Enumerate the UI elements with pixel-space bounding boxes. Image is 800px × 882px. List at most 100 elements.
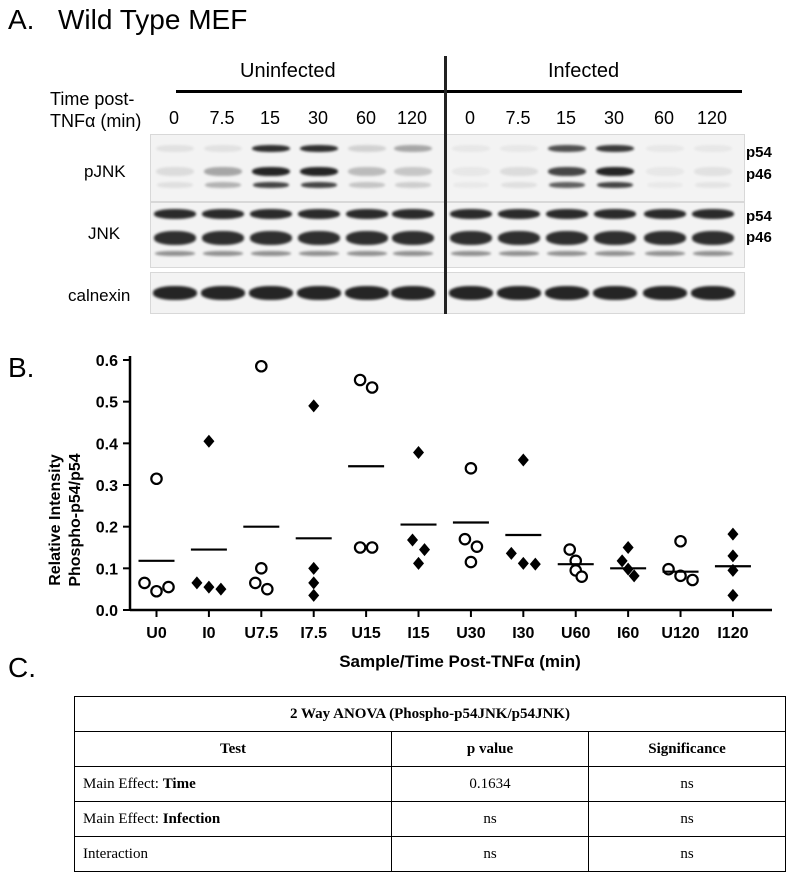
data-point-diamond [413,446,425,459]
blot-band [252,167,290,176]
data-point-circle [353,373,367,387]
blot-band [593,286,637,300]
blot-band [450,209,492,219]
blot-band [498,209,540,219]
row-label-pjnk: pJNK [84,162,126,181]
timepoint-label: 120 [696,108,728,128]
data-point-diamond [628,569,640,583]
blot-band [451,251,491,256]
blot-band [594,231,636,245]
blot-band [596,167,634,176]
blot-band [348,145,386,152]
blot-band [298,231,340,245]
y-tick-label: 0.6 [96,353,118,370]
y-tick-label: 0.2 [96,520,118,537]
band-label-pjnk-p46: p46 [746,166,772,183]
blot-band [250,231,292,245]
table-header-row: Test p value Significance [74,731,786,767]
x-tick-label: U30 [456,625,485,642]
data-point-diamond [308,576,320,590]
data-point-circle [470,540,484,553]
blot-band [597,182,633,188]
calnexin-blot-image [150,272,745,314]
blot-band [596,145,634,152]
blot-band [249,286,293,300]
x-tick-label: I60 [617,625,639,642]
blot-band [548,145,586,152]
data-point-diamond [203,580,215,594]
data-point-circle [138,576,151,590]
significance-cell: ns [588,836,786,872]
y-tick-label: 0.1 [96,561,118,578]
timepoint-label: 7.5 [209,108,235,128]
blot-band [201,286,245,300]
panel-a-title: Wild Type MEF [58,4,248,35]
blot-band [203,251,243,256]
x-tick-label: U60 [561,625,590,642]
data-point-circle [464,462,478,475]
blot-band [452,145,490,152]
y-tick-label: 0.5 [96,395,118,412]
blot-band [395,182,431,188]
data-point-circle [686,573,699,587]
data-point-diamond [308,588,320,602]
scatter-chart: Relative Intensity Phospho-p54/p54 Sampl… [47,353,772,671]
blot-band [299,251,339,256]
timepoint-label: 120 [396,108,428,128]
blot-band [647,182,683,188]
data-point-diamond [413,556,425,570]
x-tick-label: I120 [717,625,748,642]
data-point-diamond [727,527,739,541]
x-tick-label: I0 [202,625,215,642]
blot-band [297,286,341,300]
x-tick-label: U0 [146,625,167,642]
header-p-value: p value [391,731,589,767]
blot-band [157,182,193,188]
blot-band [449,286,493,300]
blot-band [392,209,434,219]
blot-band [156,145,194,152]
data-point-circle [365,541,379,554]
timepoint-label: 30 [603,108,625,128]
blot-band [298,209,340,219]
blot-band [694,167,732,176]
timepoint-label: 15 [555,108,577,128]
row-label-calnexin: calnexin [68,286,131,305]
data-point-diamond [419,543,431,557]
blot-band [252,145,290,152]
data-point-circle [458,532,472,546]
timepoint-label: 15 [259,108,281,128]
blot-band [154,209,196,219]
blot-band [695,182,731,188]
blot-band [547,251,587,256]
band-label-jnk-p54: p54 [746,208,772,225]
anova-table: 2 Way ANOVA (Phospho-p54JNK/p54JNK) Test… [74,696,786,872]
data-point-circle [261,582,274,596]
x-tick-label: U7.5 [244,625,278,642]
blot-band [691,286,735,300]
data-point-circle [255,359,268,373]
data-point-diamond [529,557,541,571]
blot-band [693,251,733,256]
uninfected-header: Uninfected [240,60,336,82]
blot-band [300,167,338,176]
data-point-diamond [505,546,517,560]
blot-band [450,231,492,245]
data-point-circle [162,580,175,594]
data-point-circle [353,541,367,554]
blot-band [154,231,196,245]
blot-band [694,145,732,152]
data-point-diamond [203,434,215,448]
data-point-circle [464,555,478,569]
blot-band [251,251,291,256]
table-row: Main Effect: Time 0.1634 ns [74,766,786,802]
time-label-line2: TNFα (min) [50,111,142,131]
x-tick-label: I7.5 [300,625,327,642]
blot-band [155,251,195,256]
y-tick-label: 0.3 [96,478,118,495]
p-value-cell: ns [391,836,589,872]
timepoint-label: 7.5 [505,108,531,128]
timepoint-label: 0 [168,108,179,128]
data-point-diamond [308,399,320,413]
blot-band [392,231,434,245]
